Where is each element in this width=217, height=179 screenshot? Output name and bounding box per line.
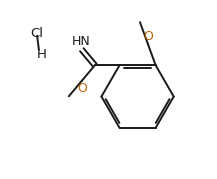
Text: Cl: Cl xyxy=(30,27,43,40)
Text: H: H xyxy=(37,48,47,61)
Text: O: O xyxy=(143,30,153,43)
Text: O: O xyxy=(77,82,87,95)
Text: HN: HN xyxy=(72,35,90,48)
